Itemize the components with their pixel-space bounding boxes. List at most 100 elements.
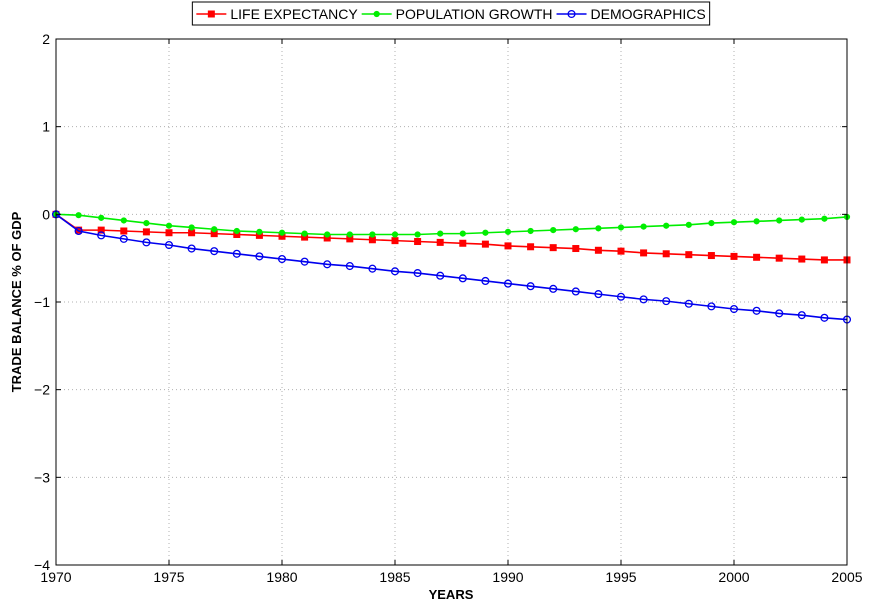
y-tick-label: 2 — [42, 31, 50, 47]
data-point — [594, 246, 602, 254]
series-1 — [52, 211, 851, 238]
legend-swatch-marker — [567, 9, 576, 19]
data-point — [414, 238, 422, 246]
data-point — [685, 221, 692, 228]
data-point — [753, 218, 760, 225]
data-point — [255, 252, 264, 261]
data-point — [663, 222, 670, 229]
y-tick-label: −1 — [34, 294, 50, 310]
data-point — [323, 260, 332, 269]
data-point — [188, 224, 195, 231]
data-point — [278, 229, 286, 236]
data-point — [685, 251, 693, 259]
data-point — [413, 269, 422, 278]
data-point — [753, 253, 761, 261]
data-point — [639, 295, 648, 304]
data-point — [752, 306, 761, 315]
data-point — [549, 284, 558, 293]
data-point — [97, 231, 106, 240]
data-point — [662, 250, 670, 258]
legend-swatch-marker — [373, 10, 380, 18]
data-point — [549, 244, 557, 252]
data-point — [324, 231, 331, 238]
data-point — [436, 271, 445, 280]
y-tick-label: 1 — [42, 119, 50, 135]
data-point — [707, 252, 715, 260]
data-point — [616, 292, 626, 301]
data-point — [730, 219, 738, 226]
data-point — [164, 240, 174, 250]
data-point — [459, 239, 467, 247]
data-point — [503, 279, 513, 288]
data-point — [368, 264, 377, 273]
x-tick-label: 1975 — [153, 569, 184, 585]
x-tick-label: 1985 — [379, 569, 410, 585]
data-point — [458, 274, 467, 283]
data-point — [256, 228, 263, 235]
data-point — [527, 243, 535, 251]
x-axis-title: YEARS — [429, 587, 474, 602]
y-tick-label: 0 — [42, 206, 50, 222]
legend-swatch-marker — [207, 10, 215, 18]
data-point — [729, 304, 739, 314]
data-point — [730, 252, 738, 260]
series-2 — [51, 210, 852, 324]
data-point — [572, 245, 580, 253]
y-axis-title: TRADE BALANCE % OF GDP — [9, 211, 24, 392]
data-point — [391, 237, 399, 245]
data-point — [820, 313, 829, 322]
data-point — [481, 276, 490, 286]
data-point — [390, 267, 400, 276]
series-line — [55, 213, 847, 261]
data-point — [708, 220, 715, 227]
data-point — [504, 228, 512, 235]
data-point — [617, 247, 625, 255]
data-point — [776, 217, 783, 224]
data-point — [74, 226, 83, 236]
data-point — [232, 249, 241, 258]
data-point — [640, 223, 647, 230]
data-point — [572, 226, 579, 233]
data-point — [300, 257, 309, 266]
data-point — [210, 247, 219, 256]
data-point — [211, 226, 218, 233]
data-point — [165, 222, 173, 229]
data-point — [550, 227, 557, 234]
data-point — [504, 242, 512, 250]
data-point — [527, 227, 534, 235]
x-tick-label: 1980 — [266, 569, 297, 585]
data-point — [797, 311, 806, 320]
data-point — [165, 229, 173, 237]
legend-label: LIFE EXPECTANCY — [230, 6, 358, 22]
data-point — [233, 227, 240, 235]
y-tick-label: −2 — [34, 382, 50, 398]
data-point — [345, 262, 354, 271]
data-point — [188, 229, 196, 237]
data-point — [142, 238, 151, 247]
x-tick-label: 1970 — [40, 569, 71, 585]
legend-label: POPULATION GROWTH — [396, 6, 553, 22]
data-point — [187, 244, 196, 253]
y-tick-label: −3 — [34, 469, 50, 485]
data-point — [617, 224, 625, 231]
legend-label: DEMOGRAPHICS — [591, 6, 706, 22]
x-tick-label: 2005 — [831, 569, 862, 585]
data-point — [75, 212, 82, 219]
y-tick-label: −4 — [34, 557, 50, 573]
data-point — [595, 225, 602, 232]
data-point — [120, 217, 127, 224]
axes: 1970 1975 1980 1985 1990 1995 2000 2005 2 1 0 −1 −2 −… — [34, 31, 863, 585]
data-point — [775, 309, 784, 318]
legend-box — [191, 1, 711, 26]
legend-item-2: DEMOGRAPHICS — [556, 6, 706, 22]
data-point — [120, 227, 128, 235]
plot-background — [56, 39, 847, 565]
data-point — [346, 231, 353, 238]
data-point — [119, 234, 128, 243]
data-point — [368, 236, 376, 244]
x-tick-label: 1995 — [605, 569, 636, 585]
series-group — [51, 210, 852, 324]
data-point — [820, 256, 828, 264]
data-point — [391, 231, 399, 238]
